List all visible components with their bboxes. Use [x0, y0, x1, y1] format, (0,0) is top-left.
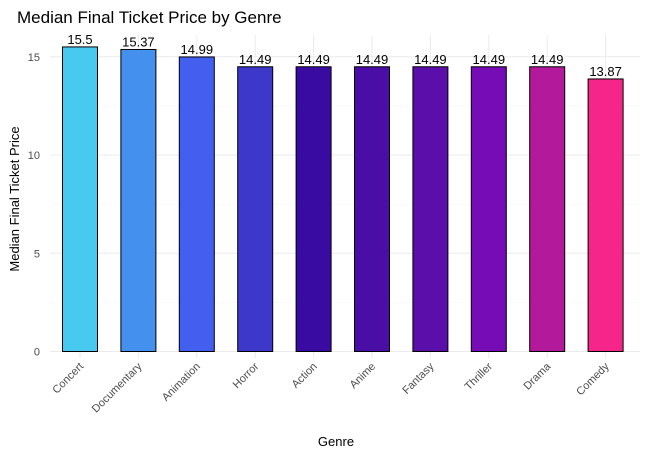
bars-group	[62, 46, 624, 353]
data-label-fantasy: 14.49	[414, 52, 447, 67]
x-tick-label-thriller: Thriller	[463, 360, 495, 392]
y-tick-label: 15	[28, 52, 40, 64]
data-label-anime: 14.49	[356, 52, 389, 67]
bar-documentary	[120, 48, 157, 353]
x-tick-label-fantasy: Fantasy	[400, 360, 437, 397]
bar-anime	[354, 66, 390, 352]
y-tick-label: 10	[28, 150, 40, 162]
bar-fantasy	[412, 66, 449, 352]
bar-comedy	[587, 78, 624, 352]
x-axis-ticks: Concert Documentary Animation Horror Action A…	[50, 360, 612, 415]
bar-thriller	[470, 66, 507, 352]
data-label-animation: 14.99	[181, 42, 214, 57]
bar-animation	[178, 56, 215, 352]
data-label-concert: 15.5	[67, 32, 92, 47]
y-axis-ticks: 0 5 10 15	[28, 52, 40, 359]
data-label-drama: 14.49	[531, 52, 564, 67]
data-label-thriller: 14.49	[473, 52, 506, 67]
data-label-documentary: 15.37	[122, 34, 155, 49]
x-tick-label-drama: Drama	[521, 360, 553, 392]
x-tick-label-concert: Concert	[50, 361, 86, 397]
data-label-horror: 14.49	[239, 52, 272, 67]
data-label-action: 14.49	[297, 52, 330, 67]
x-tick-label-comedy: Comedy	[574, 360, 612, 398]
y-tick-label: 5	[34, 248, 40, 260]
x-axis-title: Genre	[318, 434, 354, 449]
bar-action	[295, 66, 332, 352]
data-labels-group: 15.5 15.37 14.99 14.49 14.49 14.49 14.49 14.49 1…	[67, 32, 622, 79]
data-label-comedy: 13.87	[589, 64, 622, 79]
y-axis-title: Median Final Ticket Price	[7, 126, 22, 271]
x-tick-label-animation: Animation	[160, 361, 203, 404]
y-tick-label: 0	[34, 347, 40, 359]
x-tick-label-horror: Horror	[231, 360, 262, 391]
x-tick-label-action: Action	[290, 361, 320, 391]
chart-title: Median Final Ticket Price by Genre	[17, 8, 282, 27]
bar-drama	[529, 66, 566, 352]
bar-horror	[237, 66, 274, 352]
x-tick-label-documentary: Documentary	[90, 360, 145, 415]
bar-concert	[62, 46, 98, 353]
x-tick-label-anime: Anime	[348, 361, 379, 392]
